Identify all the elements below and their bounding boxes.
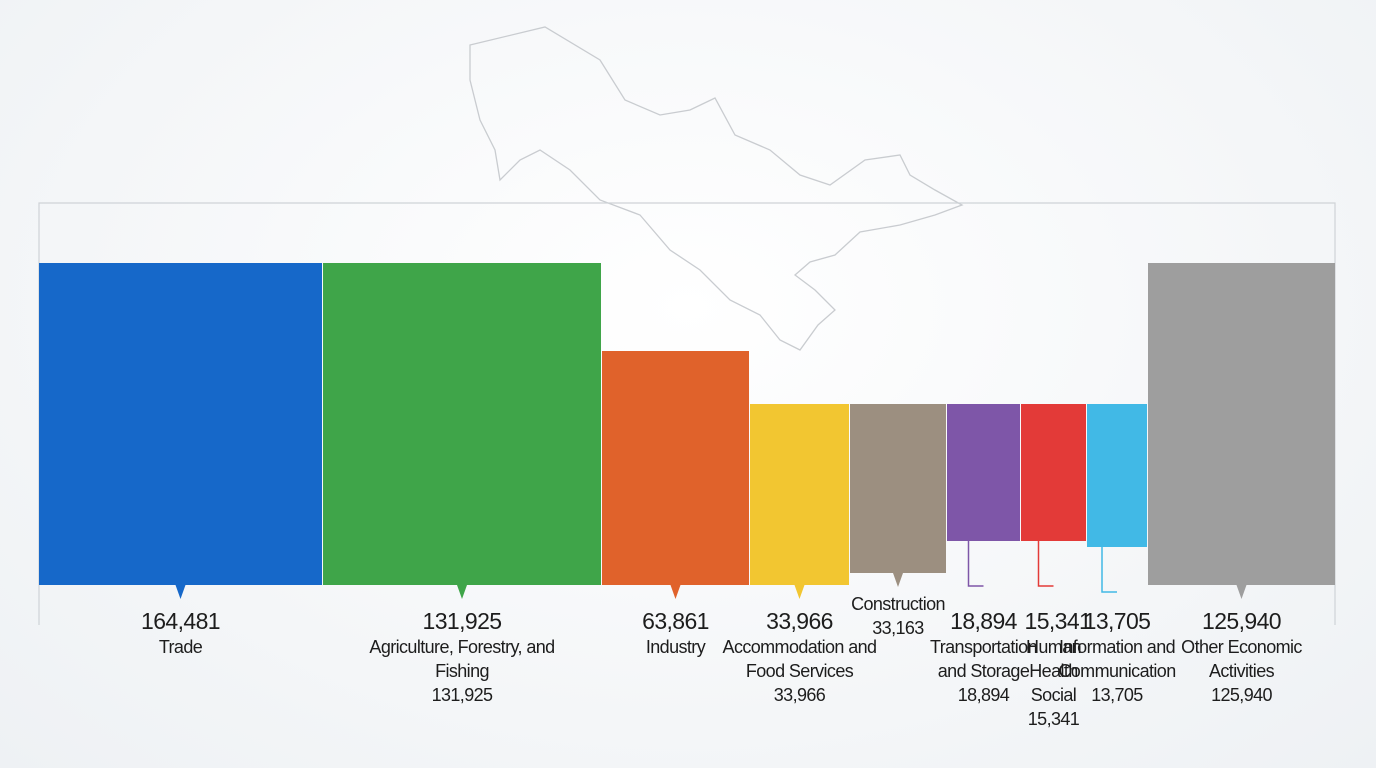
pointer (670, 585, 681, 599)
value-label: 33,966 (766, 608, 833, 634)
bar-label: 63,861 Industry (606, 607, 746, 659)
bar (850, 404, 946, 573)
pointer (893, 573, 903, 587)
category-label: Transportation and Storage (930, 637, 1038, 681)
bar (1148, 263, 1335, 585)
value-label: 33,163 (872, 618, 924, 638)
leader-line (967, 541, 984, 587)
bar-label: 164,481 Trade (81, 607, 281, 659)
value-label: 15,341 (1027, 709, 1080, 729)
bar-label: 18,894 Transportation and Storage 18,894 (929, 607, 1039, 707)
bar (602, 351, 749, 585)
category-label: Agriculture, Forestry, and Fishing (369, 637, 555, 681)
bar (323, 263, 601, 585)
value-label: 13,705 (1083, 608, 1151, 634)
bar (750, 404, 849, 585)
value-label: 125,940 (1202, 608, 1282, 634)
category-label: Other Economic Activities (1181, 637, 1302, 681)
bar-label: 131,925 Agriculture, Forestry, and Fishin… (362, 607, 562, 707)
value-label: 18,894 (957, 685, 1010, 705)
category-label: Trade (158, 637, 203, 657)
bar (39, 263, 322, 585)
bar-label: 33,966 Accommodation and Food Services 33,… (720, 607, 880, 707)
bar-label: 15,341 Human Health Social 15,341 (1024, 607, 1092, 731)
pointer (1236, 585, 1247, 599)
bar (1087, 404, 1147, 547)
bar-label: 125,940 Other Economic Activities 125,940 (1172, 607, 1312, 707)
category-label: Information and Communication (1058, 637, 1176, 681)
leader-line (1037, 541, 1054, 587)
value-label: 15,341 (1024, 608, 1092, 634)
value-label: 131,925 (422, 608, 503, 634)
pointer (794, 585, 805, 599)
map-outline (469, 26, 964, 351)
value-label: 13,705 (1091, 685, 1143, 705)
category-label: Construction (851, 594, 945, 614)
value-label: 131,925 (431, 685, 493, 705)
category-label: Human Health Social (1025, 637, 1082, 705)
pointer (457, 585, 467, 599)
category-label: Industry (645, 637, 706, 657)
bar (1021, 404, 1086, 541)
pointer (175, 585, 186, 599)
value-label: 18,894 (950, 608, 1017, 634)
bar-label: Construction 33,163 (843, 592, 953, 640)
value-label: 63,861 (642, 608, 709, 634)
bar (947, 404, 1020, 541)
bar-label: 13,705 Information and Communication 13,70… (1055, 607, 1180, 707)
value-label: 164,481 (141, 608, 221, 634)
leader-line (1101, 547, 1117, 593)
category-label: Accommodation and Food Services (722, 637, 878, 681)
value-label: 125,940 (1211, 685, 1272, 705)
value-label: 33,966 (773, 685, 826, 705)
